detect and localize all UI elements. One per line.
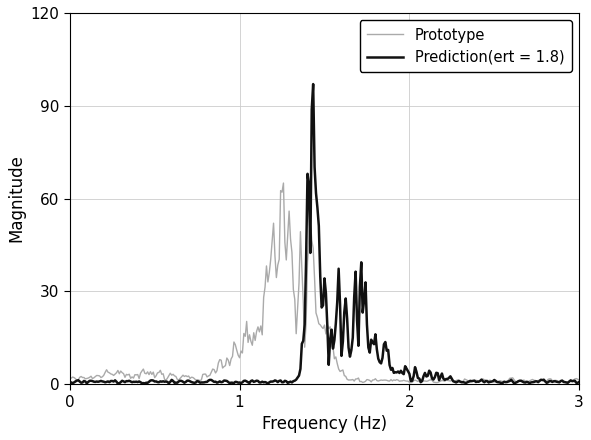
Y-axis label: Magnitude: Magnitude: [7, 154, 25, 242]
Prediction(ert = 1.8): [376, 359, 383, 365]
Prediction(ert = 1.8): [80, 378, 87, 384]
Prototype: [80, 375, 87, 380]
Prediction(ert = 1.8): [388, 367, 395, 372]
Prediction(ert = 1.8): [161, 379, 168, 385]
Prototype: [375, 378, 382, 384]
Line: Prototype: Prototype: [70, 183, 579, 383]
Prototype: [407, 380, 414, 385]
Prototype: [358, 379, 365, 384]
Legend: Prototype, Prediction(ert = 1.8): Prototype, Prediction(ert = 1.8): [359, 20, 572, 72]
Prediction(ert = 1.8): [576, 379, 583, 385]
Prototype: [576, 378, 583, 383]
Prediction(ert = 1.8): [359, 310, 366, 315]
Prediction(ert = 1.8): [66, 379, 73, 384]
Prediction(ert = 1.8): [516, 378, 523, 383]
Prototype: [516, 378, 523, 384]
Prediction(ert = 1.8): [310, 81, 317, 87]
Prototype: [280, 180, 287, 186]
Prototype: [66, 376, 73, 381]
Prototype: [386, 378, 393, 384]
X-axis label: Frequency (Hz): Frequency (Hz): [262, 415, 387, 433]
Prototype: [161, 377, 168, 382]
Prediction(ert = 1.8): [264, 381, 271, 386]
Line: Prediction(ert = 1.8): Prediction(ert = 1.8): [70, 84, 579, 384]
